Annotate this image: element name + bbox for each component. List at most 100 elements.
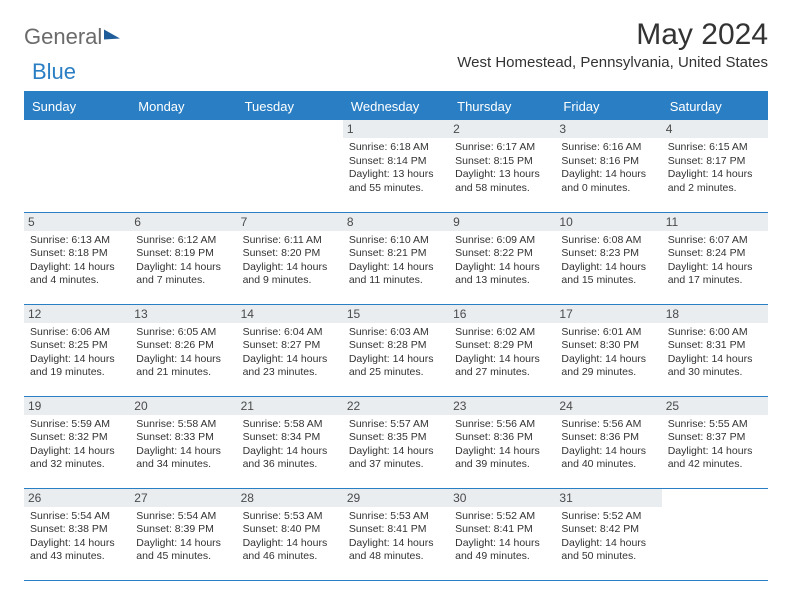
calendar-day-cell: 29 Sunrise: 5:53 AMSunset: 8:41 PMDayligh… — [343, 488, 449, 580]
day-number: 4 — [662, 120, 768, 138]
calendar-day-cell: 20Sunrise: 5:58 AMSunset: 8:33 PMDayligh… — [130, 396, 236, 488]
weekday-header: Sunday — [24, 93, 130, 120]
day-info: Sunrise: 6:03 AMSunset: 8:28 PMDaylight:… — [349, 326, 443, 381]
day-info: Sunrise: 6:07 AMSunset: 8:24 PMDaylight:… — [668, 234, 762, 289]
calendar-day-cell: 11 Sunrise: 6:07 AMSunset: 8:24 PMDayligh… — [662, 212, 768, 304]
day-number: 31 — [555, 489, 661, 507]
day-info: Sunrise: 5:54 AMSunset: 8:38 PMDaylight:… — [30, 510, 124, 565]
calendar-day-cell: 22 Sunrise: 5:57 AMSunset: 8:35 PMDayligh… — [343, 396, 449, 488]
calendar-day-cell: 26 Sunrise: 5:54 AMSunset: 8:38 PMDayligh… — [24, 488, 130, 580]
day-number: 13 — [130, 305, 236, 323]
weekday-header: Tuesday — [237, 93, 343, 120]
day-number: 6 — [130, 213, 236, 231]
calendar-day-cell: . — [662, 488, 768, 580]
day-info: Sunrise: 6:08 AMSunset: 8:23 PMDaylight:… — [561, 234, 655, 289]
logo-text-blue: Blue — [32, 59, 76, 85]
calendar-day-cell: 25Sunrise: 5:55 AMSunset: 8:37 PMDayligh… — [662, 396, 768, 488]
title-block: May 2024 West Homestead, Pennsylvania, U… — [457, 18, 768, 71]
calendar-day-cell: 5Sunrise: 6:13 AMSunset: 8:18 PMDaylight… — [24, 212, 130, 304]
day-number: 22 — [343, 397, 449, 415]
day-number: 16 — [449, 305, 555, 323]
calendar-week-row: ...1Sunrise: 6:18 AMSunset: 8:14 PMDayli… — [24, 120, 768, 212]
calendar-day-cell: . — [24, 120, 130, 212]
day-info: Sunrise: 6:13 AMSunset: 8:18 PMDaylight:… — [30, 234, 124, 289]
month-title: May 2024 — [457, 18, 768, 52]
weekday-header: Thursday — [449, 93, 555, 120]
day-number: 24 — [555, 397, 661, 415]
day-info: Sunrise: 6:06 AMSunset: 8:25 PMDaylight:… — [30, 326, 124, 381]
calendar-day-cell: 14 Sunrise: 6:04 AMSunset: 8:27 PMDayligh… — [237, 304, 343, 396]
day-number: 28 — [237, 489, 343, 507]
day-info: Sunrise: 5:59 AMSunset: 8:32 PMDaylight:… — [30, 418, 124, 473]
day-info: Sunrise: 5:56 AMSunset: 8:36 PMDaylight:… — [455, 418, 549, 473]
day-info: Sunrise: 6:17 AMSunset: 8:15 PMDaylight:… — [455, 141, 549, 196]
day-number: 19 — [24, 397, 130, 415]
day-info: Sunrise: 5:54 AMSunset: 8:39 PMDaylight:… — [136, 510, 230, 565]
day-info: Sunrise: 6:04 AMSunset: 8:27 PMDaylight:… — [243, 326, 337, 381]
calendar-day-cell: . — [237, 120, 343, 212]
calendar-week-row: 5Sunrise: 6:13 AMSunset: 8:18 PMDaylight… — [24, 212, 768, 304]
calendar-day-cell: 2 Sunrise: 6:17 AMSunset: 8:15 PMDaylight… — [449, 120, 555, 212]
day-number: 26 — [24, 489, 130, 507]
day-number: 1 — [343, 120, 449, 138]
day-info: Sunrise: 5:53 AMSunset: 8:41 PMDaylight:… — [349, 510, 443, 565]
day-info: Sunrise: 6:11 AMSunset: 8:20 PMDaylight:… — [243, 234, 337, 289]
calendar-day-cell: 15 Sunrise: 6:03 AMSunset: 8:28 PMDayligh… — [343, 304, 449, 396]
day-info: Sunrise: 6:05 AMSunset: 8:26 PMDaylight:… — [136, 326, 230, 381]
weekday-header-row: SundayMondayTuesdayWednesdayThursdayFrid… — [24, 93, 768, 120]
day-info: Sunrise: 6:01 AMSunset: 8:30 PMDaylight:… — [561, 326, 655, 381]
calendar-week-row: 26 Sunrise: 5:54 AMSunset: 8:38 PMDayligh… — [24, 488, 768, 580]
calendar-day-cell: 7Sunrise: 6:11 AMSunset: 8:20 PMDaylight… — [237, 212, 343, 304]
day-info: Sunrise: 5:58 AMSunset: 8:33 PMDaylight:… — [136, 418, 230, 473]
calendar-day-cell: 1Sunrise: 6:18 AMSunset: 8:14 PMDaylight… — [343, 120, 449, 212]
calendar-day-cell: 24 Sunrise: 5:56 AMSunset: 8:36 PMDayligh… — [555, 396, 661, 488]
day-number: 12 — [24, 305, 130, 323]
day-number: 9 — [449, 213, 555, 231]
day-info: Sunrise: 5:57 AMSunset: 8:35 PMDaylight:… — [349, 418, 443, 473]
calendar-day-cell: 6 Sunrise: 6:12 AMSunset: 8:19 PMDaylight… — [130, 212, 236, 304]
calendar-day-cell: 17 Sunrise: 6:01 AMSunset: 8:30 PMDayligh… — [555, 304, 661, 396]
weekday-header: Monday — [130, 93, 236, 120]
calendar-day-cell: 31 Sunrise: 5:52 AMSunset: 8:42 PMDayligh… — [555, 488, 661, 580]
calendar-day-cell: 27 Sunrise: 5:54 AMSunset: 8:39 PMDayligh… — [130, 488, 236, 580]
day-number: 30 — [449, 489, 555, 507]
calendar-day-cell: 12 Sunrise: 6:06 AMSunset: 8:25 PMDayligh… — [24, 304, 130, 396]
day-info: Sunrise: 6:16 AMSunset: 8:16 PMDaylight:… — [561, 141, 655, 196]
calendar-day-cell: 3 Sunrise: 6:16 AMSunset: 8:16 PMDaylight… — [555, 120, 661, 212]
day-number: 3 — [555, 120, 661, 138]
weekday-header: Saturday — [662, 93, 768, 120]
location-text: West Homestead, Pennsylvania, United Sta… — [457, 54, 768, 71]
day-number: 29 — [343, 489, 449, 507]
calendar-day-cell: . — [130, 120, 236, 212]
calendar-day-cell: 21Sunrise: 5:58 AMSunset: 8:34 PMDayligh… — [237, 396, 343, 488]
day-number: 17 — [555, 305, 661, 323]
day-info: Sunrise: 6:09 AMSunset: 8:22 PMDaylight:… — [455, 234, 549, 289]
logo-mark-icon — [104, 28, 120, 39]
calendar-week-row: 19 Sunrise: 5:59 AMSunset: 8:32 PMDayligh… — [24, 396, 768, 488]
day-number: 15 — [343, 305, 449, 323]
calendar-day-cell: 16 Sunrise: 6:02 AMSunset: 8:29 PMDayligh… — [449, 304, 555, 396]
day-info: Sunrise: 5:52 AMSunset: 8:42 PMDaylight:… — [561, 510, 655, 565]
day-number: 2 — [449, 120, 555, 138]
day-number: 18 — [662, 305, 768, 323]
day-info: Sunrise: 6:15 AMSunset: 8:17 PMDaylight:… — [668, 141, 762, 196]
day-number: 25 — [662, 397, 768, 415]
day-number: 27 — [130, 489, 236, 507]
day-number: 14 — [237, 305, 343, 323]
day-info: Sunrise: 6:02 AMSunset: 8:29 PMDaylight:… — [455, 326, 549, 381]
calendar-day-cell: 28Sunrise: 5:53 AMSunset: 8:40 PMDayligh… — [237, 488, 343, 580]
calendar-day-cell: 9 Sunrise: 6:09 AMSunset: 8:22 PMDaylight… — [449, 212, 555, 304]
day-number: 10 — [555, 213, 661, 231]
day-info: Sunrise: 5:52 AMSunset: 8:41 PMDaylight:… — [455, 510, 549, 565]
calendar-week-row: 12 Sunrise: 6:06 AMSunset: 8:25 PMDayligh… — [24, 304, 768, 396]
day-info: Sunrise: 5:56 AMSunset: 8:36 PMDaylight:… — [561, 418, 655, 473]
day-number: 11 — [662, 213, 768, 231]
calendar-day-cell: 18 Sunrise: 6:00 AMSunset: 8:31 PMDayligh… — [662, 304, 768, 396]
calendar-day-cell: 23 Sunrise: 5:56 AMSunset: 8:36 PMDayligh… — [449, 396, 555, 488]
calendar-day-cell: 19 Sunrise: 5:59 AMSunset: 8:32 PMDayligh… — [24, 396, 130, 488]
day-info: Sunrise: 6:00 AMSunset: 8:31 PMDaylight:… — [668, 326, 762, 381]
calendar-day-cell: 30 Sunrise: 5:52 AMSunset: 8:41 PMDayligh… — [449, 488, 555, 580]
day-info: Sunrise: 6:12 AMSunset: 8:19 PMDaylight:… — [136, 234, 230, 289]
day-number: 23 — [449, 397, 555, 415]
calendar-day-cell: 4 Sunrise: 6:15 AMSunset: 8:17 PMDaylight… — [662, 120, 768, 212]
